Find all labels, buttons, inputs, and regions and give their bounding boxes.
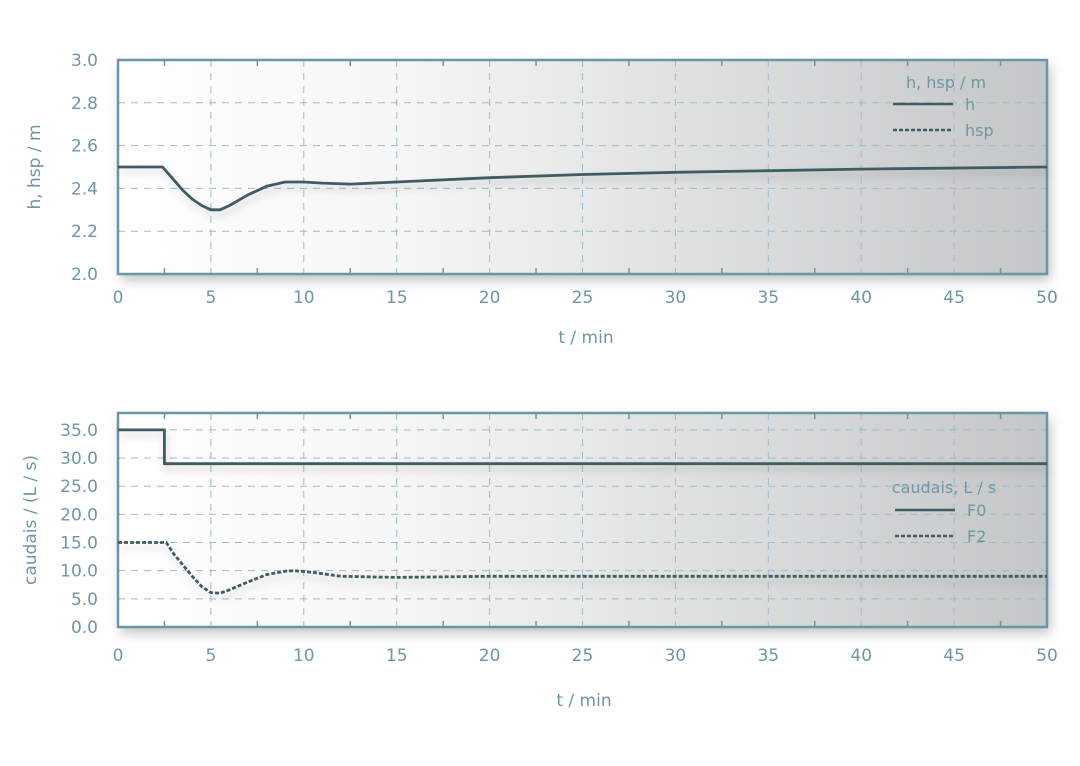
y-axis-label: h, hsp / m (25, 124, 45, 209)
y-tick-label: 5.0 (71, 590, 98, 610)
series-line-f0 (118, 428, 1047, 466)
x-tick-label: 35 (757, 288, 779, 308)
legend: caudais, L / s F0 F2 (892, 478, 996, 546)
y-tick-label: 2.8 (71, 94, 98, 114)
y-tick-label: 3.0 (71, 51, 98, 71)
x-tick-label: 5 (205, 288, 216, 308)
y-tick-label: 30.0 (60, 449, 98, 469)
x-tick-label: 5 (205, 646, 216, 666)
legend-label-f2: F2 (967, 527, 986, 546)
x-tick-label: 10 (293, 288, 315, 308)
y-tick-label: 25.0 (60, 477, 98, 497)
y-axis-label: caudais / (L / s) (21, 455, 41, 585)
legend-title: caudais, L / s (892, 478, 996, 497)
x-tick-label: 30 (665, 288, 687, 308)
x-tick-label: 0 (113, 646, 124, 666)
plot-frame (116, 411, 1049, 629)
x-tick-label: 10 (293, 646, 315, 666)
x-tick-label: 15 (386, 646, 408, 666)
x-tick-label: 25 (572, 646, 594, 666)
legend-title: h, hsp / m (906, 73, 986, 92)
x-tick-label: 50 (1036, 288, 1058, 308)
legend-label-f0: F0 (967, 501, 986, 520)
legend-label-h: h (965, 95, 975, 114)
series-line-h (118, 165, 1048, 212)
legend: h, hsp / m h hsp (893, 73, 994, 140)
y-tick-label: 2.2 (71, 222, 98, 242)
y-tick-label: 10.0 (60, 562, 98, 582)
x-tick-label: 20 (479, 646, 501, 666)
series-line-f2 (118, 541, 1047, 595)
plot-top: h, hsp / m t / min h, hsp / m h hsp 0 5 10… (25, 51, 1058, 348)
x-tick-label: 45 (943, 646, 965, 666)
y-tick-label: 2.6 (71, 137, 98, 157)
x-tick-label: 25 (572, 288, 594, 308)
x-tick-label: 50 (1036, 646, 1058, 666)
x-tick-label: 30 (665, 646, 687, 666)
y-tick-label: 35.0 (60, 421, 98, 441)
y-tick-label: 2.0 (71, 265, 98, 285)
x-tick-label: 40 (850, 288, 872, 308)
y-tick-label: 0.0 (71, 618, 98, 638)
legend-label-hsp: hsp (965, 121, 994, 140)
x-tick-label: 35 (757, 646, 779, 666)
plot-bottom: caudais / (L / s) t / min caudais, L / s… (21, 411, 1058, 711)
y-tick-label: 20.0 (60, 505, 98, 525)
y-tick-label: 15.0 (60, 534, 98, 554)
x-tick-label: 45 (943, 288, 965, 308)
x-axis-label: t / min (556, 691, 611, 711)
x-tick-label: 15 (386, 288, 408, 308)
x-tick-label: 20 (479, 288, 501, 308)
x-tick-label: 40 (850, 646, 872, 666)
x-axis-label: t / min (558, 328, 613, 348)
x-tick-label: 0 (113, 288, 124, 308)
y-tick-label: 2.4 (71, 179, 98, 199)
